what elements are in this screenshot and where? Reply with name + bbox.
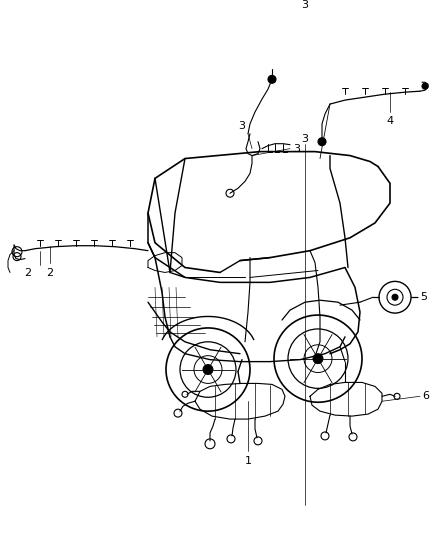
Text: 3: 3	[301, 134, 308, 144]
Text: 5: 5	[420, 292, 427, 302]
Text: 4: 4	[386, 116, 394, 126]
Text: 2: 2	[25, 268, 32, 278]
Text: 1: 1	[244, 456, 251, 466]
Circle shape	[422, 83, 428, 89]
Circle shape	[318, 138, 326, 146]
Circle shape	[203, 365, 213, 375]
Text: 3: 3	[239, 121, 246, 131]
Circle shape	[313, 354, 323, 364]
Text: 3: 3	[293, 143, 300, 154]
Text: 3: 3	[301, 0, 308, 10]
Text: 2: 2	[46, 268, 53, 278]
Circle shape	[392, 294, 398, 300]
Text: 6: 6	[422, 391, 429, 401]
Circle shape	[268, 75, 276, 83]
